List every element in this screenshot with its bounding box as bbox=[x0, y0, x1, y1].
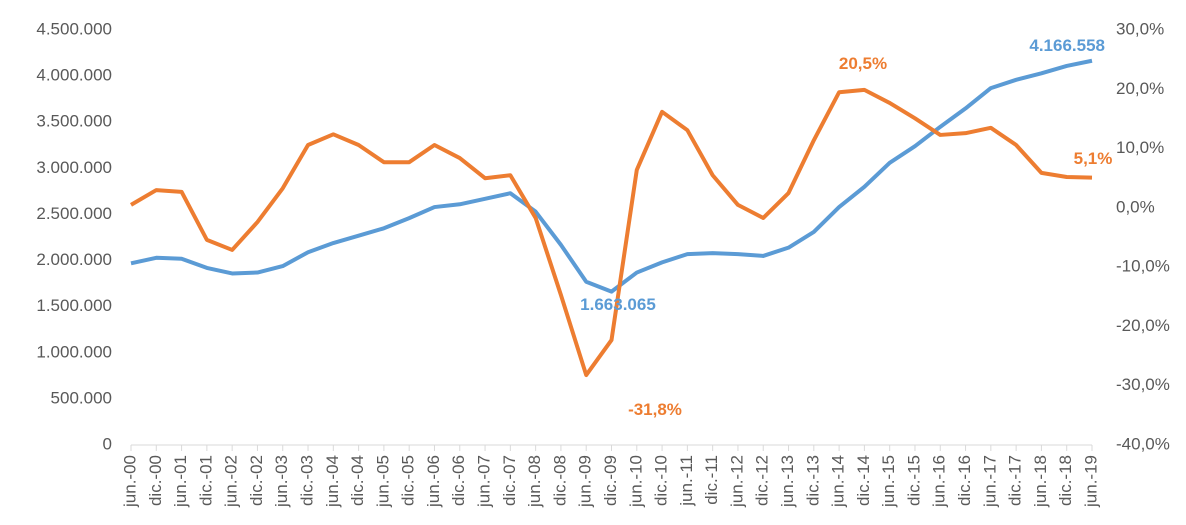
x-tick-label: jun.-00 bbox=[120, 455, 139, 508]
x-tick-label: jun.-10 bbox=[626, 455, 645, 508]
x-tick-label: dic.-16 bbox=[955, 455, 974, 506]
x-tick-label: jun.-09 bbox=[576, 455, 595, 508]
y2-tick-label: 10,0% bbox=[1116, 138, 1164, 157]
y-tick-label: 4.000.000 bbox=[36, 66, 112, 85]
x-tick-label: dic.-07 bbox=[500, 455, 519, 506]
y-tick-label: 2.000.000 bbox=[36, 250, 112, 269]
y2-tick-label: -30,0% bbox=[1116, 375, 1170, 394]
x-tick-label: jun.-07 bbox=[475, 455, 494, 508]
x-tick-label: jun.-02 bbox=[222, 455, 241, 508]
x-tick-label: jun.-17 bbox=[980, 455, 999, 508]
y-tick-label: 0 bbox=[103, 434, 112, 453]
x-tick-label: dic.-02 bbox=[247, 455, 266, 506]
x-tick-label: dic.-06 bbox=[449, 455, 468, 506]
y2-tick-label: -20,0% bbox=[1116, 316, 1170, 335]
x-tick-label: jun.-03 bbox=[272, 455, 291, 508]
x-tick-label: dic.-18 bbox=[1056, 455, 1075, 506]
x-tick-label: dic.-12 bbox=[753, 455, 772, 506]
x-tick-label: dic.-09 bbox=[601, 455, 620, 506]
annotation: 5,1% bbox=[1074, 149, 1113, 168]
annotation: 4.166.558 bbox=[1029, 36, 1105, 55]
x-tick-label: jun.-14 bbox=[829, 455, 848, 508]
x-tick-label: dic.-00 bbox=[146, 455, 165, 506]
x-tick-label: dic.-17 bbox=[1006, 455, 1025, 506]
y2-tick-label: 20,0% bbox=[1116, 79, 1164, 98]
y-tick-label: 500.000 bbox=[51, 388, 112, 407]
x-tick-label: dic.-14 bbox=[854, 455, 873, 506]
x-tick-label: dic.-04 bbox=[348, 455, 367, 506]
x-tick-label: dic.-10 bbox=[652, 455, 671, 506]
x-tick-label: dic.-11 bbox=[702, 455, 721, 505]
y-tick-label: 2.500.000 bbox=[36, 204, 112, 223]
series-line bbox=[129, 87, 1093, 378]
x-tick-label: jun.-06 bbox=[424, 455, 443, 508]
y-tick-label: 4.500.000 bbox=[36, 19, 112, 38]
x-tick-label: jun.-15 bbox=[879, 455, 898, 508]
x-tick-label: jun.-13 bbox=[778, 455, 797, 508]
x-tick-label: jun.-08 bbox=[525, 455, 544, 508]
x-tick-label: dic.-15 bbox=[904, 455, 923, 506]
x-tick-label: dic.-13 bbox=[803, 455, 822, 506]
y-tick-label: 3.000.000 bbox=[36, 158, 112, 177]
x-tick-label: jun.-18 bbox=[1031, 455, 1050, 508]
y2-tick-label: -40,0% bbox=[1116, 434, 1170, 453]
y2-tick-label: -10,0% bbox=[1116, 257, 1170, 276]
y2-tick-label: 0,0% bbox=[1116, 197, 1155, 216]
x-tick-label: jun.-16 bbox=[930, 455, 949, 508]
annotation: 1.663.065 bbox=[580, 295, 656, 314]
y-tick-label: 3.500.000 bbox=[36, 112, 112, 131]
x-tick-label: dic.-05 bbox=[399, 455, 418, 506]
x-tick-label: jun.-04 bbox=[323, 455, 342, 508]
y2-tick-label: 30,0% bbox=[1116, 19, 1164, 38]
series-line bbox=[130, 58, 1093, 294]
x-tick-label: dic.-08 bbox=[550, 455, 569, 506]
x-tick-label: dic.-03 bbox=[298, 455, 317, 506]
x-tick-label: jun.-19 bbox=[1081, 455, 1100, 508]
x-tick-label: dic.-01 bbox=[196, 455, 215, 506]
x-tick-label: jun.-12 bbox=[727, 455, 746, 508]
y-tick-label: 1.500.000 bbox=[36, 296, 112, 315]
annotation: 20,5% bbox=[839, 54, 887, 73]
x-tick-label: jun.-11 bbox=[677, 455, 696, 507]
annotation: -31,8% bbox=[628, 400, 682, 419]
y-tick-label: 1.000.000 bbox=[36, 342, 112, 361]
x-tick-label: jun.-01 bbox=[171, 455, 190, 508]
x-tick-label: jun.-05 bbox=[373, 455, 392, 508]
